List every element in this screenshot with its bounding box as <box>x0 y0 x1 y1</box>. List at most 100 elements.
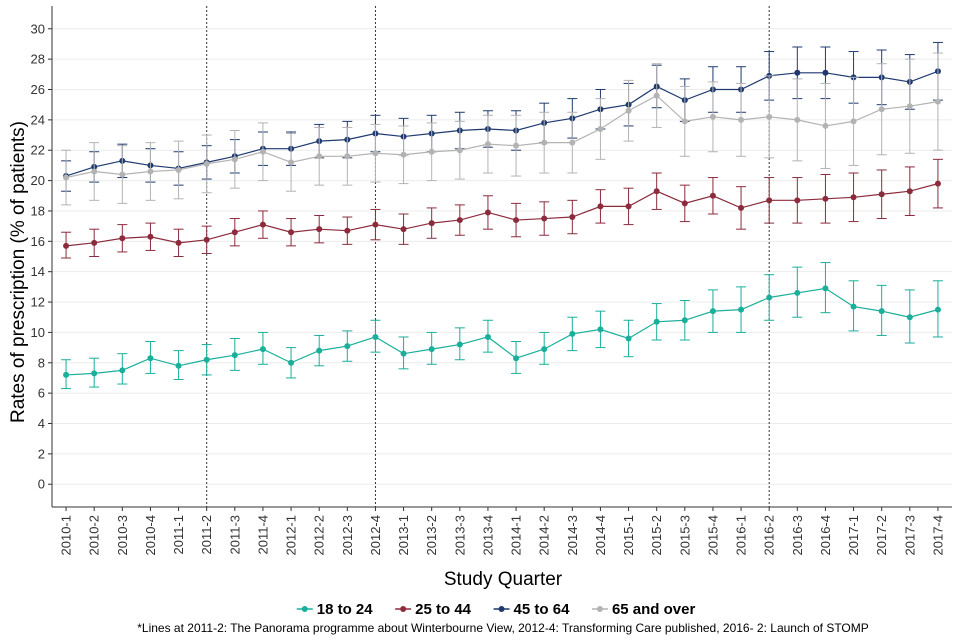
x-tick-label: 2011-3 <box>227 515 242 555</box>
data-point <box>681 200 688 207</box>
y-tick-label: 10 <box>31 325 45 340</box>
data-point <box>906 314 913 321</box>
y-tick-label: 4 <box>38 416 45 431</box>
legend-item-25-to-44: 25 to 44 <box>395 601 472 618</box>
data-point <box>175 166 182 173</box>
data-point <box>878 308 885 315</box>
data-point <box>428 148 435 155</box>
data-point <box>794 289 801 296</box>
legend-label: 65 and over <box>612 601 696 618</box>
y-tick-label: 24 <box>31 112 45 127</box>
x-tick-label: 2017-1 <box>846 515 861 555</box>
y-tick-label: 14 <box>31 264 45 279</box>
x-axis-title: Study Quarter <box>444 569 563 590</box>
y-tick-label: 20 <box>31 173 45 188</box>
x-tick-label: 2015-3 <box>677 515 692 555</box>
x-tick-label: 2013-2 <box>424 515 439 555</box>
series-45-to-64 <box>61 41 943 192</box>
data-point <box>794 69 801 76</box>
x-tick-label: 2015-1 <box>621 515 636 555</box>
data-point <box>850 303 857 310</box>
x-tick-label: 2012-4 <box>368 515 383 555</box>
data-point <box>91 239 98 246</box>
data-point <box>91 370 98 377</box>
data-point <box>484 333 491 340</box>
data-point <box>231 352 238 359</box>
x-tick-label: 2017-4 <box>930 515 945 555</box>
data-point <box>203 160 210 167</box>
data-point <box>513 217 520 224</box>
series-line <box>66 287 939 376</box>
data-point <box>119 171 126 178</box>
data-point <box>231 229 238 236</box>
data-point <box>709 308 716 315</box>
data-point <box>91 168 98 175</box>
x-tick-label: 2014-1 <box>509 515 524 555</box>
series-line <box>65 70 939 177</box>
x-tick-label: 2012-2 <box>312 515 327 555</box>
data-point <box>203 236 210 243</box>
data-point <box>344 343 351 350</box>
data-point <box>878 191 885 198</box>
x-tick-label: 2016-2 <box>762 515 777 555</box>
x-tick-label: 2012-3 <box>340 515 355 555</box>
y-tick-label: 26 <box>31 82 45 97</box>
series-line <box>65 94 939 179</box>
x-tick-label: 2016-1 <box>734 515 749 555</box>
data-point <box>625 335 632 342</box>
data-point <box>766 197 773 204</box>
data-point <box>456 217 463 224</box>
legend-label: 18 to 24 <box>317 601 374 618</box>
x-tick-label: 2015-2 <box>649 515 664 555</box>
data-point <box>63 174 70 181</box>
data-point <box>653 92 660 99</box>
data-point <box>653 188 660 195</box>
data-point <box>147 355 154 362</box>
data-point <box>541 139 548 146</box>
data-point <box>569 214 576 221</box>
x-tick-label: 2013-4 <box>480 515 495 555</box>
data-point <box>878 106 885 113</box>
legend-label: 45 to 64 <box>514 601 571 618</box>
x-tick-label: 2010-3 <box>115 515 130 555</box>
legend-key-point <box>400 606 407 612</box>
data-point <box>625 107 632 114</box>
y-tick-label: 22 <box>31 143 45 158</box>
data-point <box>906 188 913 195</box>
data-point <box>822 195 829 202</box>
data-point <box>119 367 126 374</box>
footnote: *Lines at 2011-2: The Panorama programme… <box>137 621 869 635</box>
data-point <box>288 229 295 236</box>
legend-item-65-and-over: 65 and over <box>591 601 696 618</box>
y-tick-label: 0 <box>38 477 45 492</box>
data-point <box>203 356 210 363</box>
axes <box>48 6 952 511</box>
data-point <box>597 326 604 333</box>
x-tick-label: 2014-2 <box>537 515 552 555</box>
data-point <box>541 215 548 222</box>
x-tick-label: 2014-3 <box>565 515 580 555</box>
data-point <box>597 125 604 132</box>
data-point <box>400 350 407 357</box>
data-point <box>709 113 716 120</box>
data-point <box>147 168 154 175</box>
data-point <box>653 318 660 325</box>
x-tick-label: 2017-3 <box>902 515 917 555</box>
y-tick-label: 28 <box>31 52 45 67</box>
data-point <box>484 141 491 148</box>
data-point <box>681 118 688 125</box>
x-tick-label: 2011-1 <box>171 515 186 555</box>
data-point <box>850 118 857 125</box>
data-point <box>681 317 688 324</box>
x-tick-label: 2010-1 <box>59 515 74 555</box>
x-tick-label: 2017-2 <box>874 515 889 555</box>
x-tick-label: 2011-2 <box>199 515 214 555</box>
data-point <box>906 103 913 110</box>
data-point <box>175 239 182 246</box>
data-point <box>513 142 520 149</box>
data-point <box>794 197 801 204</box>
data-point <box>569 139 576 146</box>
data-point <box>738 306 745 313</box>
data-point <box>63 371 70 378</box>
